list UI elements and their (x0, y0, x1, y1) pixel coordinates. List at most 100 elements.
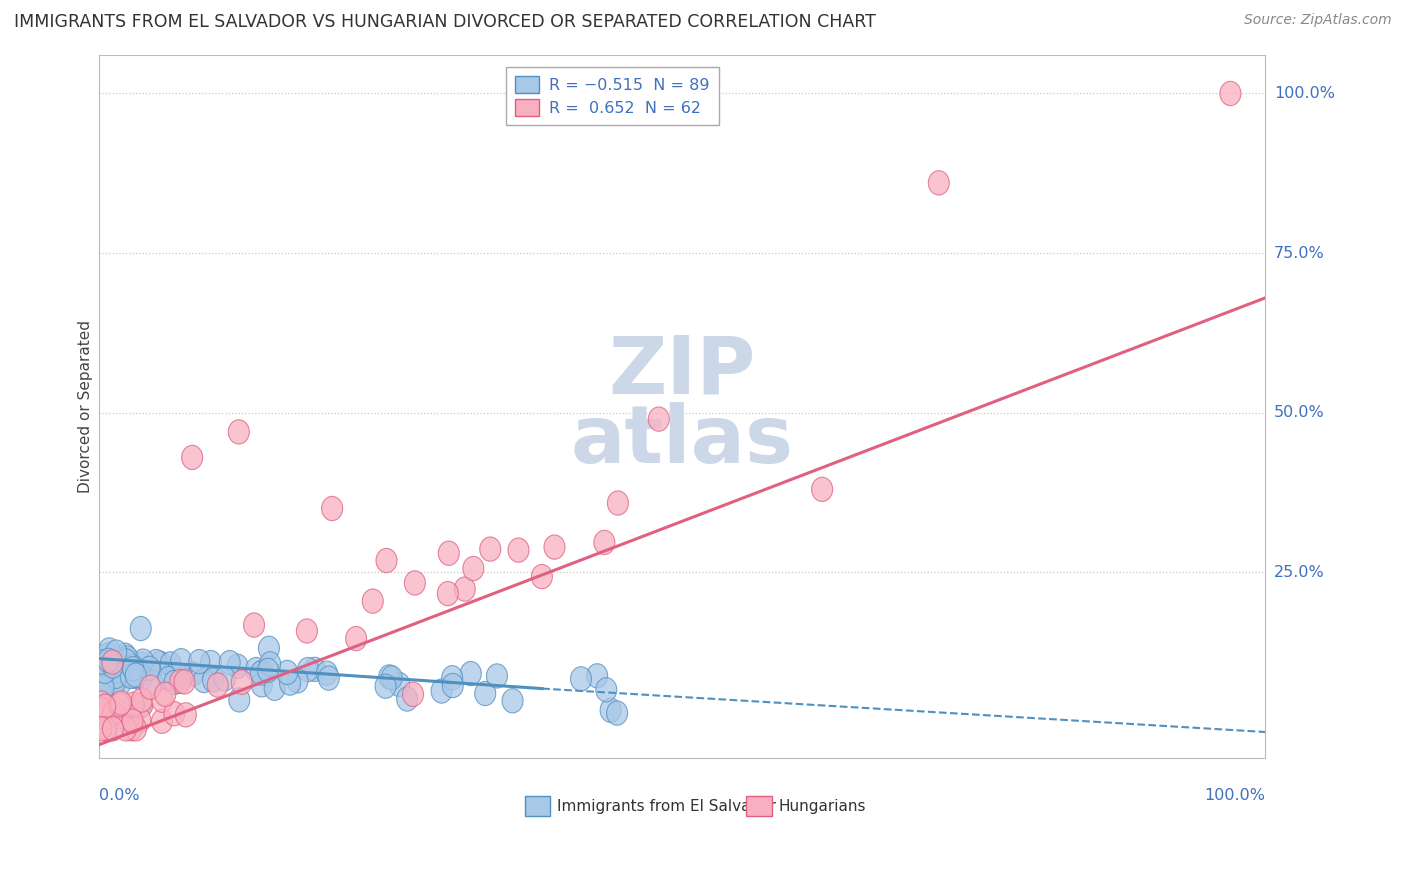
Ellipse shape (531, 565, 553, 589)
Ellipse shape (125, 716, 146, 741)
Ellipse shape (181, 445, 202, 469)
Ellipse shape (124, 692, 145, 716)
Ellipse shape (228, 654, 247, 679)
Ellipse shape (214, 666, 235, 691)
Ellipse shape (103, 696, 124, 720)
Ellipse shape (252, 673, 273, 697)
Ellipse shape (388, 673, 409, 697)
Ellipse shape (297, 619, 318, 643)
Ellipse shape (375, 549, 396, 573)
Ellipse shape (110, 671, 131, 695)
Ellipse shape (648, 407, 669, 431)
Ellipse shape (188, 649, 209, 673)
Ellipse shape (141, 675, 162, 699)
Ellipse shape (439, 541, 460, 566)
Ellipse shape (115, 716, 136, 741)
Ellipse shape (252, 660, 273, 684)
Ellipse shape (298, 657, 319, 681)
Ellipse shape (596, 678, 617, 702)
Ellipse shape (110, 658, 131, 683)
Ellipse shape (96, 716, 117, 741)
Ellipse shape (202, 668, 224, 692)
Ellipse shape (287, 669, 308, 693)
Ellipse shape (259, 636, 280, 660)
Ellipse shape (125, 663, 146, 687)
Ellipse shape (91, 704, 112, 729)
Ellipse shape (98, 638, 120, 662)
Ellipse shape (152, 709, 173, 733)
Text: 0.0%: 0.0% (98, 789, 139, 803)
Ellipse shape (121, 716, 142, 741)
Ellipse shape (91, 671, 112, 695)
Ellipse shape (165, 670, 184, 695)
Ellipse shape (396, 687, 418, 711)
Ellipse shape (122, 657, 143, 681)
Ellipse shape (96, 673, 117, 698)
Ellipse shape (97, 716, 118, 741)
Ellipse shape (170, 669, 191, 694)
Ellipse shape (606, 701, 627, 725)
Ellipse shape (103, 716, 124, 741)
Ellipse shape (229, 688, 250, 712)
Ellipse shape (91, 702, 112, 726)
Ellipse shape (90, 698, 111, 722)
Ellipse shape (122, 709, 143, 733)
Ellipse shape (228, 420, 249, 444)
Ellipse shape (105, 660, 127, 684)
Ellipse shape (96, 668, 117, 692)
Ellipse shape (176, 703, 197, 727)
Ellipse shape (207, 673, 228, 698)
Ellipse shape (600, 698, 621, 723)
Ellipse shape (94, 659, 115, 683)
Ellipse shape (152, 688, 173, 713)
FancyBboxPatch shape (747, 797, 772, 816)
Text: Immigrants from El Salvador: Immigrants from El Salvador (557, 798, 776, 814)
Ellipse shape (375, 674, 396, 698)
Text: ZIP
atlas: ZIP atlas (571, 333, 794, 480)
Ellipse shape (132, 692, 153, 717)
Ellipse shape (122, 655, 143, 679)
Ellipse shape (443, 673, 464, 698)
Text: 75.0%: 75.0% (1274, 245, 1324, 260)
Ellipse shape (150, 651, 170, 675)
Ellipse shape (346, 626, 367, 651)
Ellipse shape (486, 664, 508, 688)
Ellipse shape (607, 491, 628, 516)
Text: Source: ZipAtlas.com: Source: ZipAtlas.com (1244, 13, 1392, 28)
Ellipse shape (260, 652, 281, 676)
Ellipse shape (101, 650, 122, 674)
Text: 100.0%: 100.0% (1205, 789, 1265, 803)
Ellipse shape (155, 682, 176, 706)
Ellipse shape (405, 571, 426, 595)
Ellipse shape (91, 674, 112, 698)
Ellipse shape (132, 649, 153, 673)
Ellipse shape (928, 170, 949, 195)
Ellipse shape (200, 650, 221, 674)
Ellipse shape (115, 643, 136, 667)
Ellipse shape (131, 693, 152, 718)
Ellipse shape (811, 477, 832, 501)
Ellipse shape (194, 668, 215, 693)
Ellipse shape (378, 665, 399, 689)
Ellipse shape (183, 662, 204, 686)
Ellipse shape (157, 666, 179, 690)
Ellipse shape (100, 665, 121, 690)
Ellipse shape (250, 661, 271, 685)
Ellipse shape (264, 676, 285, 700)
Ellipse shape (104, 669, 125, 693)
Ellipse shape (124, 665, 143, 689)
FancyBboxPatch shape (524, 797, 550, 816)
Ellipse shape (90, 645, 111, 669)
Ellipse shape (219, 650, 240, 674)
Ellipse shape (131, 666, 152, 690)
Ellipse shape (115, 648, 136, 673)
Ellipse shape (437, 582, 458, 606)
Ellipse shape (105, 665, 127, 689)
Ellipse shape (231, 670, 252, 694)
Ellipse shape (121, 664, 141, 689)
Ellipse shape (381, 665, 402, 690)
Ellipse shape (166, 662, 187, 686)
Ellipse shape (104, 671, 125, 695)
Ellipse shape (475, 681, 496, 706)
Ellipse shape (129, 708, 150, 732)
